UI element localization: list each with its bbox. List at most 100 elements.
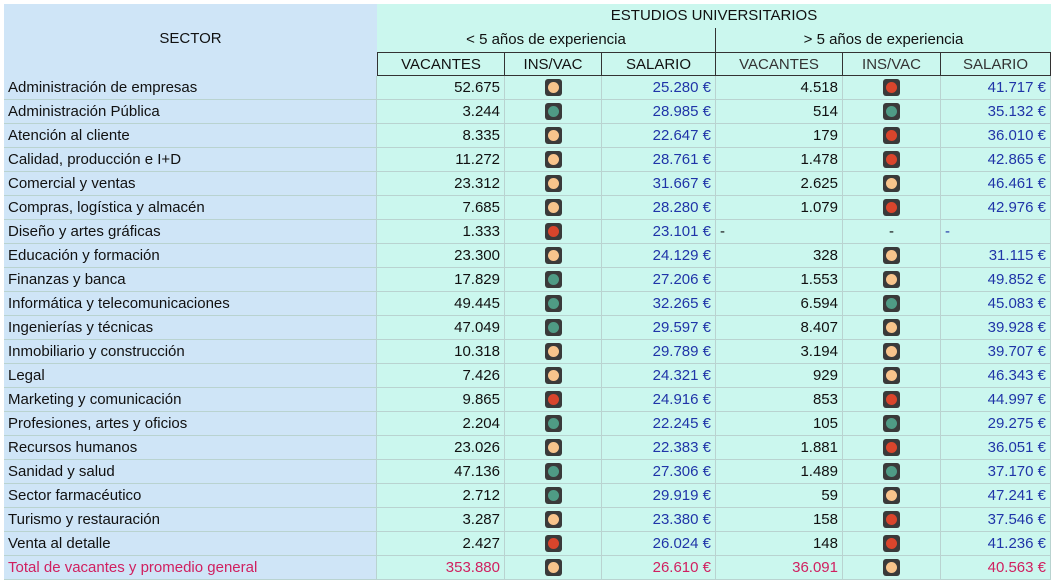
salary-cell: 29.275 € xyxy=(941,412,1051,436)
vacancies-cell: 47.049 xyxy=(377,316,505,340)
status-light xyxy=(883,79,900,96)
sector-cell: Total de vacantes y promedio general xyxy=(4,556,377,580)
vacancies-cell: 9.865 xyxy=(377,388,505,412)
status-dot xyxy=(886,490,897,501)
status-light xyxy=(544,79,562,96)
sector-cell: Inmobiliario y construcción xyxy=(4,340,377,364)
status-cell xyxy=(505,100,602,124)
status-cell xyxy=(843,532,941,556)
vacancies-cell: 52.675 xyxy=(377,76,505,100)
status-cell xyxy=(505,340,602,364)
status-light xyxy=(883,343,900,360)
sector-cell: Administración de empresas xyxy=(4,76,377,100)
status-cell xyxy=(505,172,602,196)
salary-cell: 41.717 € xyxy=(941,76,1051,100)
status-cell xyxy=(505,436,602,460)
status-dot xyxy=(547,130,559,141)
salary-cell: 26.024 € xyxy=(602,532,716,556)
sector-cell: Sector farmacéutico xyxy=(4,484,377,508)
status-dot xyxy=(547,514,559,525)
vacancies-cell: 6.594 xyxy=(716,292,843,316)
status-cell xyxy=(843,196,941,220)
status-light xyxy=(544,223,562,240)
status-dot xyxy=(886,106,897,117)
status-light xyxy=(883,247,900,264)
status-cell: - xyxy=(843,220,941,244)
sector-cell: Administración Pública xyxy=(4,100,377,124)
salary-cell: 42.865 € xyxy=(941,148,1051,172)
salary-cell: 31.667 € xyxy=(602,172,716,196)
vacancies-cell: 2.204 xyxy=(377,412,505,436)
header-sub: < 5 años de experiencia xyxy=(377,28,716,52)
status-light xyxy=(544,415,562,432)
column-header: VACANTES xyxy=(716,52,843,76)
status-dot xyxy=(886,466,897,477)
vacancies-cell: 353.880 xyxy=(377,556,505,580)
sector-cell: Legal xyxy=(4,364,377,388)
status-light xyxy=(544,271,562,288)
status-light xyxy=(883,487,900,504)
status-cell xyxy=(505,76,602,100)
status-dot xyxy=(547,154,559,165)
column-header: INS/VAC xyxy=(505,52,602,76)
status-dot xyxy=(886,130,897,141)
salary-cell: 24.321 € xyxy=(602,364,716,388)
status-dot xyxy=(886,298,897,309)
status-cell xyxy=(843,436,941,460)
status-dot xyxy=(886,346,897,357)
status-light xyxy=(544,463,562,480)
vacancies-cell: 1.881 xyxy=(716,436,843,460)
status-dot xyxy=(547,82,559,93)
status-cell xyxy=(843,292,941,316)
status-dot xyxy=(886,178,897,189)
salary-cell: 22.383 € xyxy=(602,436,716,460)
vacancies-cell: 8.335 xyxy=(377,124,505,148)
status-cell xyxy=(505,532,602,556)
salary-cell: 29.789 € xyxy=(602,340,716,364)
status-light xyxy=(883,103,900,120)
vacancies-cell: 1.079 xyxy=(716,196,843,220)
status-dot xyxy=(547,538,559,549)
status-light xyxy=(544,559,562,576)
sector-cell: Compras, logística y almacén xyxy=(4,196,377,220)
status-dot xyxy=(547,106,559,117)
salary-cell: 25.280 € xyxy=(602,76,716,100)
salary-cell: 46.343 € xyxy=(941,364,1051,388)
status-cell xyxy=(843,508,941,532)
status-light xyxy=(544,151,562,168)
sector-cell: Comercial y ventas xyxy=(4,172,377,196)
sector-cell: Informática y telecomunicaciones xyxy=(4,292,377,316)
vacancies-cell: 2.427 xyxy=(377,532,505,556)
salary-cell: 29.597 € xyxy=(602,316,716,340)
status-dot xyxy=(886,154,897,165)
status-light xyxy=(544,535,562,552)
status-dot xyxy=(886,394,897,405)
sector-cell: Calidad, producción e I+D xyxy=(4,148,377,172)
vacancies-cell: 7.426 xyxy=(377,364,505,388)
status-cell xyxy=(505,460,602,484)
status-cell xyxy=(505,292,602,316)
status-cell xyxy=(843,244,941,268)
status-dot xyxy=(886,322,897,333)
vacancies-cell: 3.287 xyxy=(377,508,505,532)
status-cell xyxy=(505,364,602,388)
sector-cell: Recursos humanos xyxy=(4,436,377,460)
status-cell xyxy=(505,412,602,436)
status-light xyxy=(883,511,900,528)
salary-cell: 42.976 € xyxy=(941,196,1051,220)
status-cell xyxy=(843,460,941,484)
status-light xyxy=(883,391,900,408)
status-cell xyxy=(505,508,602,532)
status-cell xyxy=(505,388,602,412)
status-light xyxy=(544,247,562,264)
vacancies-cell: 23.300 xyxy=(377,244,505,268)
salary-cell: 28.985 € xyxy=(602,100,716,124)
status-light xyxy=(883,199,900,216)
status-cell xyxy=(505,556,602,580)
vacancies-cell: 1.489 xyxy=(716,460,843,484)
sector-cell: Educación y formación xyxy=(4,244,377,268)
sector-cell: Marketing y comunicación xyxy=(4,388,377,412)
salary-cell: 28.761 € xyxy=(602,148,716,172)
status-light xyxy=(883,463,900,480)
salary-cell: 23.380 € xyxy=(602,508,716,532)
